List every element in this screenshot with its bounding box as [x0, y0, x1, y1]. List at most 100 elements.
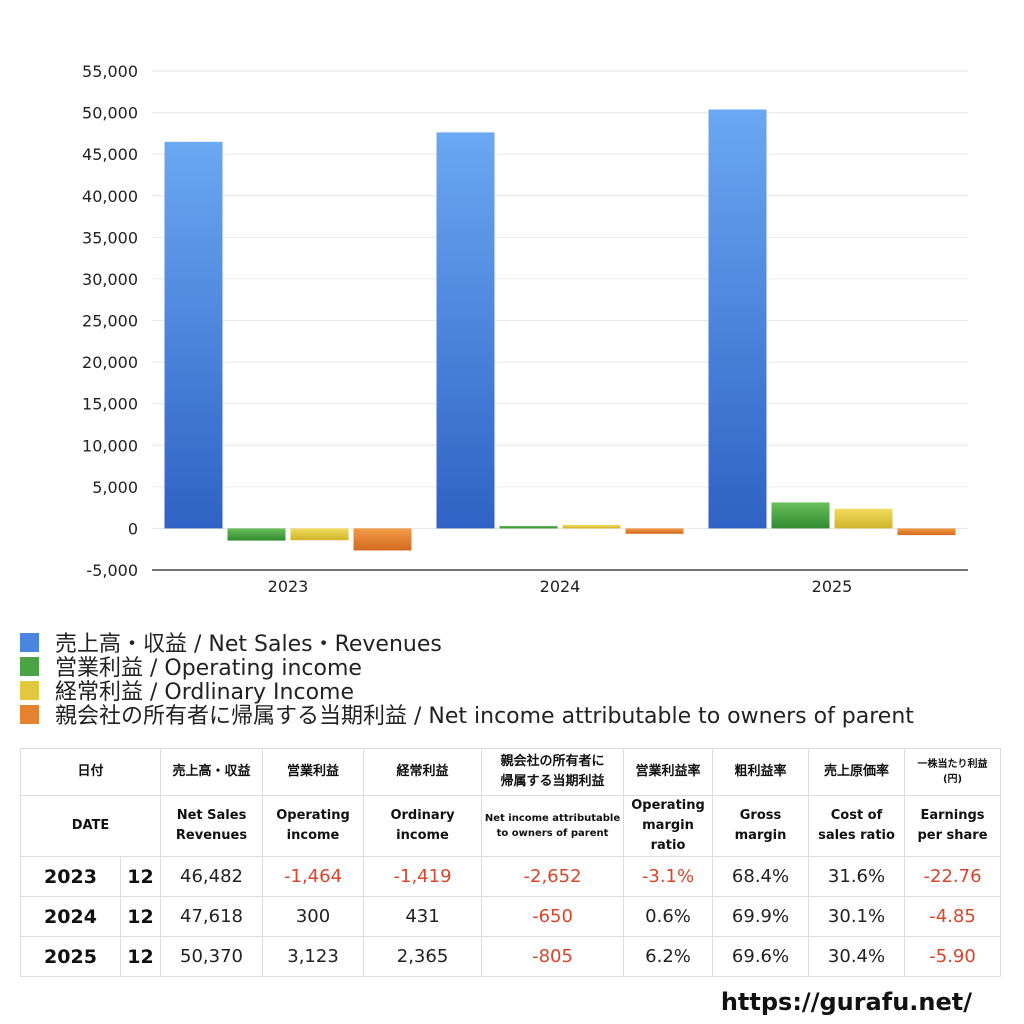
cell-month: 12: [119, 856, 162, 897]
y-tick-label: 40,000: [82, 187, 138, 206]
cell-net: -2,652: [481, 856, 625, 897]
y-tick-label: 10,000: [82, 436, 138, 455]
th-eps-jp-line1: 一株当たり利益: [917, 759, 988, 770]
table-row: 2023 12 46,482 -1,464 -1,419 -2,652 -3.1…: [20, 856, 1002, 897]
table-row: 2024 12 47,618 300 431 -650 0.6% 69.9% 3…: [20, 896, 1002, 937]
th-sales-en-line1: Net Sales: [176, 808, 247, 823]
th-net-jp-line2: 帰属する当期利益: [500, 774, 605, 789]
bar: [897, 528, 956, 536]
th-sales-jp: 売上高・収益: [160, 748, 264, 796]
legend-item-operating-income: 営業利益 / Operating income: [20, 654, 914, 681]
legend-item-net-sales: 売上高・収益 / Net Sales・Revenues: [20, 630, 914, 657]
th-eps-jp: 一株当たり利益 (円): [904, 748, 1002, 796]
th-ord-en-line2: income: [396, 828, 449, 843]
legend-swatch-operating-income: [20, 656, 39, 676]
legend: 売上高・収益 / Net Sales・Revenues 営業利益 / Opera…: [20, 630, 914, 729]
financial-table: 日付 売上高・収益 営業利益 経常利益 親会社の所有者に 帰属する当期利益 営業…: [19, 748, 1002, 977]
th-ord-en-line1: Ordinary: [390, 808, 455, 823]
bar: [708, 109, 767, 529]
th-sales-en-line2: Revenues: [175, 828, 248, 843]
bar: [227, 528, 286, 541]
bar-chart: 55,000 50,000 45,000 40,000 35,000 30,000 25,0…: [82, 62, 968, 596]
th-date-en: DATE: [19, 795, 162, 857]
legend-item-ordinary-income: 経常利益 / Ordlinary Income: [20, 678, 914, 705]
bar: [290, 528, 349, 541]
bar: [499, 525, 558, 529]
table-row: 2025 12 50,370 3,123 2,365 -805 6.2% 69.…: [20, 936, 1002, 977]
y-tick-label: 50,000: [82, 104, 138, 123]
cell-cost: 30.4%: [808, 936, 906, 977]
th-eps-en-line2: per share: [917, 828, 988, 843]
gridlines: [152, 70, 968, 529]
y-tick-label: 5,000: [92, 478, 138, 497]
legend-label-ordinary-income: 経常利益 / Ordlinary Income: [55, 680, 354, 705]
legend-swatch-net-sales: [20, 632, 39, 652]
cell-ord: 2,365: [363, 936, 483, 977]
th-sales-en: Net Sales Revenues: [160, 795, 264, 857]
y-tick-label: 30,000: [82, 270, 138, 289]
th-op-en-line1: Operating: [276, 808, 350, 823]
th-gross-en-line1: Gross: [739, 808, 782, 823]
bar: [353, 528, 412, 551]
th-opm-en-line3: ratio: [650, 838, 686, 853]
cell-ord: -1,419: [363, 856, 483, 897]
y-tick-label: 35,000: [82, 228, 138, 247]
th-net-en: Net income attributable to owners of par…: [481, 795, 625, 857]
th-cost-jp: 売上原価率: [808, 748, 906, 796]
cell-year: 2025: [20, 936, 121, 977]
bar: [834, 508, 893, 529]
bar: [625, 528, 684, 534]
th-opm-en-line2: margin: [642, 818, 694, 833]
bar: [436, 132, 495, 529]
legend-item-net-income: 親会社の所有者に帰属する当期利益 / Net income attributab…: [20, 702, 914, 729]
cell-sales: 46,482: [160, 856, 264, 897]
th-eps-en: Earnings per share: [904, 795, 1002, 857]
th-eps-jp-line2: (円): [942, 774, 963, 785]
cell-sales: 47,618: [160, 896, 264, 937]
cell-cost: 30.1%: [808, 896, 906, 937]
x-axis: 2023 2024 2025: [152, 569, 968, 596]
legend-label-operating-income: 営業利益 / Operating income: [55, 656, 362, 681]
th-cost-en-line1: Cost of: [830, 808, 883, 823]
cell-op: -1,464: [262, 856, 365, 897]
cell-opm: 6.2%: [623, 936, 714, 977]
cell-opm: -3.1%: [623, 856, 714, 897]
x-tick-label: 2024: [540, 577, 581, 596]
th-opm-jp: 営業利益率: [623, 748, 714, 796]
y-tick-label: 45,000: [82, 145, 138, 164]
cell-year: 2024: [20, 896, 121, 937]
th-op-en-line2: income: [286, 828, 340, 843]
th-op-jp: 営業利益: [262, 748, 365, 796]
th-eps-en-line1: Earnings: [920, 808, 985, 823]
y-tick-label: -5,000: [86, 561, 138, 580]
th-gross-jp: 粗利益率: [712, 748, 810, 796]
th-opm-en: Operating margin ratio: [623, 795, 714, 857]
cell-ord: 431: [363, 896, 483, 937]
x-tick-label: 2025: [812, 577, 853, 596]
th-cost-en-line2: sales ratio: [818, 828, 895, 843]
cell-net: -805: [481, 936, 625, 977]
cell-opm: 0.6%: [623, 896, 714, 937]
cell-sales: 50,370: [160, 936, 264, 977]
financial-table-container: 日付 売上高・収益 営業利益 経常利益 親会社の所有者に 帰属する当期利益 営業…: [19, 748, 1002, 977]
cell-gross: 68.4%: [712, 856, 810, 897]
cell-cost: 31.6%: [808, 856, 906, 897]
th-ord-jp: 経常利益: [363, 748, 483, 796]
cell-net: -650: [481, 896, 625, 937]
cell-gross: 69.9%: [712, 896, 810, 937]
th-net-jp: 親会社の所有者に 帰属する当期利益: [481, 748, 625, 796]
legend-swatch-ordinary-income: [20, 680, 39, 700]
y-tick-label: 0: [128, 519, 138, 538]
th-cost-en: Cost of sales ratio: [808, 795, 906, 857]
th-date-jp: 日付: [19, 748, 162, 796]
th-net-en-line1: Net income attributable: [484, 813, 621, 824]
x-tick-label: 2023: [268, 577, 309, 596]
site-url: https://gurafu.net/: [720, 988, 972, 1016]
y-axis-tick-labels: 55,000 50,000 45,000 40,000 35,000 30,000 25,0…: [82, 62, 138, 580]
legend-label-net-sales: 売上高・収益 / Net Sales・Revenues: [55, 632, 442, 657]
cell-eps: -5.90: [904, 936, 1002, 977]
th-ord-en: Ordinary income: [363, 795, 483, 857]
th-op-en: Operating income: [262, 795, 365, 857]
table-header-en: DATE Net Sales Revenues Operating income…: [19, 795, 1002, 857]
cell-year: 2023: [20, 856, 121, 897]
